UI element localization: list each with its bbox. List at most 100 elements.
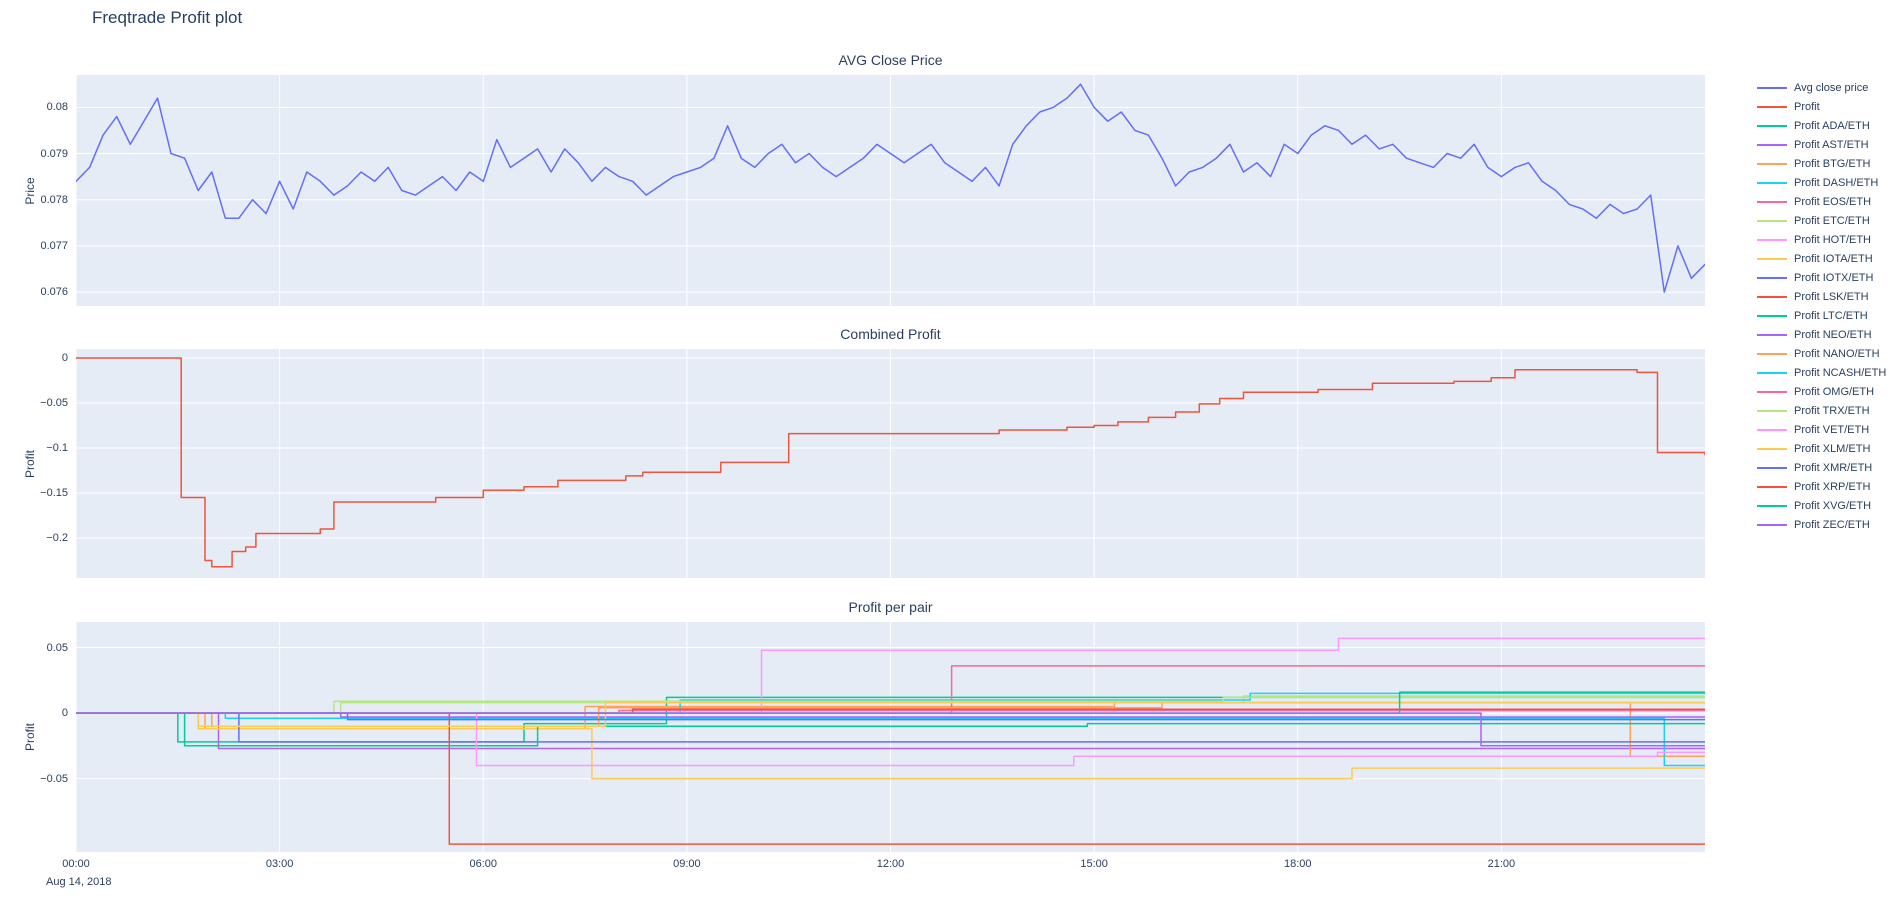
legend-item-profit-lsk-eth[interactable]: Profit LSK/ETH [1757,287,1886,306]
x-tick-label: 09:00 [673,858,701,870]
legend-item-profit-hot-eth[interactable]: Profit HOT/ETH [1757,230,1886,249]
y-tick-label: −0.05 [40,397,68,409]
legend-label: Profit OMG/ETH [1794,385,1875,398]
legend-label: Profit VET/ETH [1794,423,1870,436]
legend-swatch [1757,276,1787,279]
legend-swatch [1757,447,1787,450]
legend-item-profit-ncash-eth[interactable]: Profit NCASH/ETH [1757,363,1886,382]
y-tick-label: −0.2 [46,532,68,545]
combined-profit-plot[interactable] [76,349,1705,578]
legend-item-profit-nano-eth[interactable]: Profit NANO/ETH [1757,344,1886,363]
x-tick-label: 03:00 [265,858,294,870]
legend-item-profit-xmr-eth[interactable]: Profit XMR/ETH [1757,458,1886,477]
y-tick-label: 0.08 [46,101,68,114]
legend-item-profit-xrp-eth[interactable]: Profit XRP/ETH [1757,477,1886,496]
legend-label: Profit BTG/ETH [1794,157,1871,170]
series-line-combined-profit [76,357,1705,568]
legend-swatch [1757,219,1787,222]
legend-label: Profit IOTA/ETH [1794,252,1873,265]
legend-item-profit-vet-eth[interactable]: Profit VET/ETH [1757,420,1886,439]
legend-label: Profit AST/ETH [1794,138,1869,151]
x-tick-label: 12:00 [876,858,905,870]
x-tick-label: 21:00 [1487,858,1516,870]
legend-item-profit[interactable]: Profit [1757,97,1886,116]
y-tick-label: 0 [61,707,68,720]
legend-label: Profit LTC/ETH [1794,309,1868,322]
legend-swatch [1757,485,1787,488]
legend-label: Profit XLM/ETH [1794,442,1871,455]
legend-swatch [1757,371,1787,374]
legend-item-profit-ada-eth[interactable]: Profit ADA/ETH [1757,116,1886,135]
legend-label: Profit NCASH/ETH [1794,366,1887,379]
legend-item-profit-etc-eth[interactable]: Profit ETC/ETH [1757,211,1886,230]
legend-label: Profit XMR/ETH [1794,461,1873,474]
legend-label: Profit ETC/ETH [1794,214,1870,227]
profit-per-pair-plot[interactable] [76,622,1705,852]
y-tick-label: 0 [61,352,68,364]
legend-item-profit-iotx-eth[interactable]: Profit IOTX/ETH [1757,268,1886,287]
legend-swatch [1757,428,1787,431]
legend-item-profit-xvg-eth[interactable]: Profit XVG/ETH [1757,496,1886,515]
legend-swatch [1757,523,1787,526]
legend-label: Profit XRP/ETH [1794,480,1871,493]
legend-item-profit-iota-eth[interactable]: Profit IOTA/ETH [1757,249,1886,268]
legend-swatch [1757,352,1787,355]
legend-swatch [1757,86,1787,89]
legend-swatch [1757,143,1787,146]
series-line-profit-nano-eth [76,701,1705,727]
legend-swatch [1757,257,1787,260]
legend-label: Profit ZEC/ETH [1794,518,1870,531]
avg-close-price-plot[interactable] [76,75,1705,306]
legend-label: Profit NEO/ETH [1794,328,1872,341]
legend-item-profit-trx-eth[interactable]: Profit TRX/ETH [1757,401,1886,420]
legend-swatch [1757,181,1787,184]
legend-item-profit-xlm-eth[interactable]: Profit XLM/ETH [1757,439,1886,458]
legend-swatch [1757,466,1787,469]
y-tick-label: 0.079 [40,147,68,160]
legend-item-profit-omg-eth[interactable]: Profit OMG/ETH [1757,382,1886,401]
series-line-avg-close-price [76,83,1705,293]
legend-item-profit-eos-eth[interactable]: Profit EOS/ETH [1757,192,1886,211]
legend-swatch [1757,390,1787,393]
legend-label: Profit EOS/ETH [1794,195,1872,208]
y-tick-label: 0.078 [40,193,68,206]
x-tick-label: 18:00 [1283,858,1312,870]
subplot-title: AVG Close Price [838,52,943,68]
legend-item-profit-btg-eth[interactable]: Profit BTG/ETH [1757,154,1886,173]
legend-swatch [1757,238,1787,241]
x-axis-date-label: Aug 14, 2018 [46,876,112,888]
legend-swatch [1757,409,1787,412]
legend-item-profit-ast-eth[interactable]: Profit AST/ETH [1757,135,1886,154]
legend-label: Profit TRX/ETH [1794,404,1870,417]
legend-swatch [1757,200,1787,203]
legend-item-avg-close-price[interactable]: Avg close price [1757,78,1886,97]
legend-swatch [1757,295,1787,298]
y-tick-label: −0.15 [40,487,68,500]
legend-label: Profit ADA/ETH [1794,119,1870,132]
y-tick-label: 0.05 [46,641,68,654]
y-tick-label: 0.077 [40,239,68,252]
legend-label: Profit DASH/ETH [1794,176,1879,189]
legend-label: Avg close price [1794,81,1869,94]
legend-label: Profit NANO/ETH [1794,347,1880,360]
legend-swatch [1757,124,1787,127]
legend-item-profit-dash-eth[interactable]: Profit DASH/ETH [1757,173,1886,192]
legend-item-profit-ltc-eth[interactable]: Profit LTC/ETH [1757,306,1886,325]
legend-swatch [1757,162,1787,165]
y-tick-label: −0.1 [46,442,68,455]
legend-item-profit-zec-eth[interactable]: Profit ZEC/ETH [1757,515,1886,534]
x-tick-label: 15:00 [1080,858,1108,870]
subplot-title: Profit per pair [848,599,933,615]
legend-label: Profit [1794,100,1820,113]
series-line-profit-ltc-eth [76,712,1705,747]
legend-swatch [1757,105,1787,108]
legend-swatch [1757,333,1787,336]
legend-item-profit-neo-eth[interactable]: Profit NEO/ETH [1757,325,1886,344]
legend: Avg close price Profit Profit ADA/ETH Profi… [1757,78,1886,534]
series-line-profit-btg-eth [76,701,1705,758]
y-tick-label: −0.05 [40,772,68,785]
x-tick-label: 00:00 [62,858,90,870]
x-tick-label: 06:00 [469,858,498,870]
legend-label: Profit XVG/ETH [1794,499,1872,512]
